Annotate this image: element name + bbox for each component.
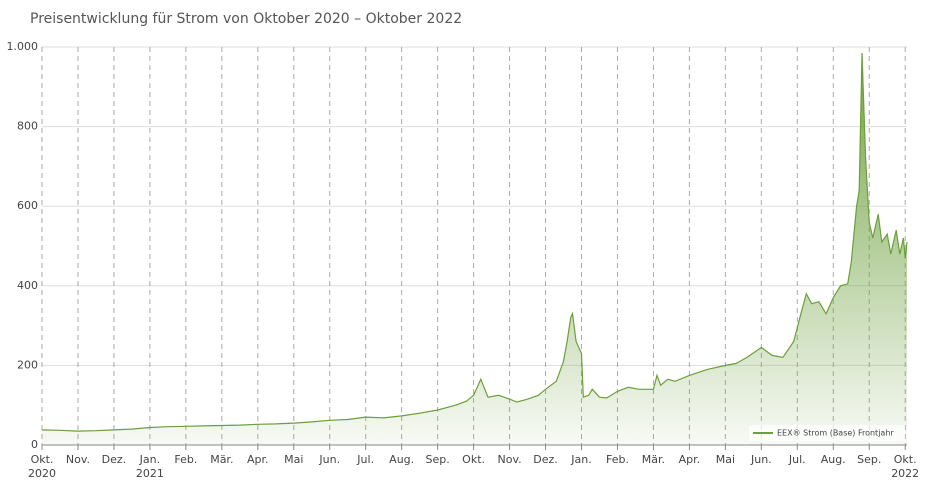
- x-tick-label: Jun.: [318, 453, 340, 466]
- legend-box: [749, 425, 905, 441]
- x-tick-label: Dez.: [102, 453, 127, 466]
- x-tick-label: Aug.: [821, 453, 846, 466]
- x-tick-label: Feb.: [174, 453, 197, 466]
- x-tick-label: Mär.: [210, 453, 233, 466]
- x-tick-label: Sep.: [857, 453, 881, 466]
- year-label: 2020: [28, 467, 56, 480]
- x-tick-label: Nov.: [66, 453, 90, 466]
- x-tick-label: Jan.: [570, 453, 591, 466]
- x-tick-label: Apr.: [247, 453, 269, 466]
- line: [41, 52, 908, 432]
- area: [42, 53, 907, 445]
- y-tick-label: 800: [17, 120, 38, 133]
- x-tick-label: Feb.: [606, 453, 629, 466]
- x-tick-label: Nov.: [498, 453, 522, 466]
- y-tick-label: 0: [31, 438, 38, 451]
- x-tick-label: Mai: [284, 453, 303, 466]
- y-tick-label: 400: [17, 279, 38, 292]
- year-label: 2022: [891, 467, 919, 480]
- x-tick-label: Okt.: [31, 453, 54, 466]
- chart-title: Preisentwicklung für Strom von Oktober 2…: [30, 11, 462, 27]
- y-tick-label: 1.000: [7, 40, 39, 53]
- x-tick-label: Jul.: [356, 453, 374, 466]
- x-tick-label: Jan.: [139, 453, 160, 466]
- x-tick-label: Dez.: [533, 453, 558, 466]
- x-tick-label: Okt.: [894, 453, 917, 466]
- y-tick-label: 200: [17, 358, 38, 371]
- year-label: 2021: [136, 467, 164, 480]
- x-tick-label: Mär.: [642, 453, 665, 466]
- y-tick-label: 600: [17, 199, 38, 212]
- legend-label: EEX® Strom (Base) Frontjahr: [777, 429, 894, 438]
- x-tick-label: Jun.: [750, 453, 772, 466]
- x-tick-label: Mai: [716, 453, 735, 466]
- x-tick-label: Apr.: [679, 453, 701, 466]
- x-tick-label: Sep.: [426, 453, 450, 466]
- x-tick-label: Jul.: [788, 453, 806, 466]
- x-tick-label: Aug.: [389, 453, 414, 466]
- x-tick-label: Okt.: [462, 453, 485, 466]
